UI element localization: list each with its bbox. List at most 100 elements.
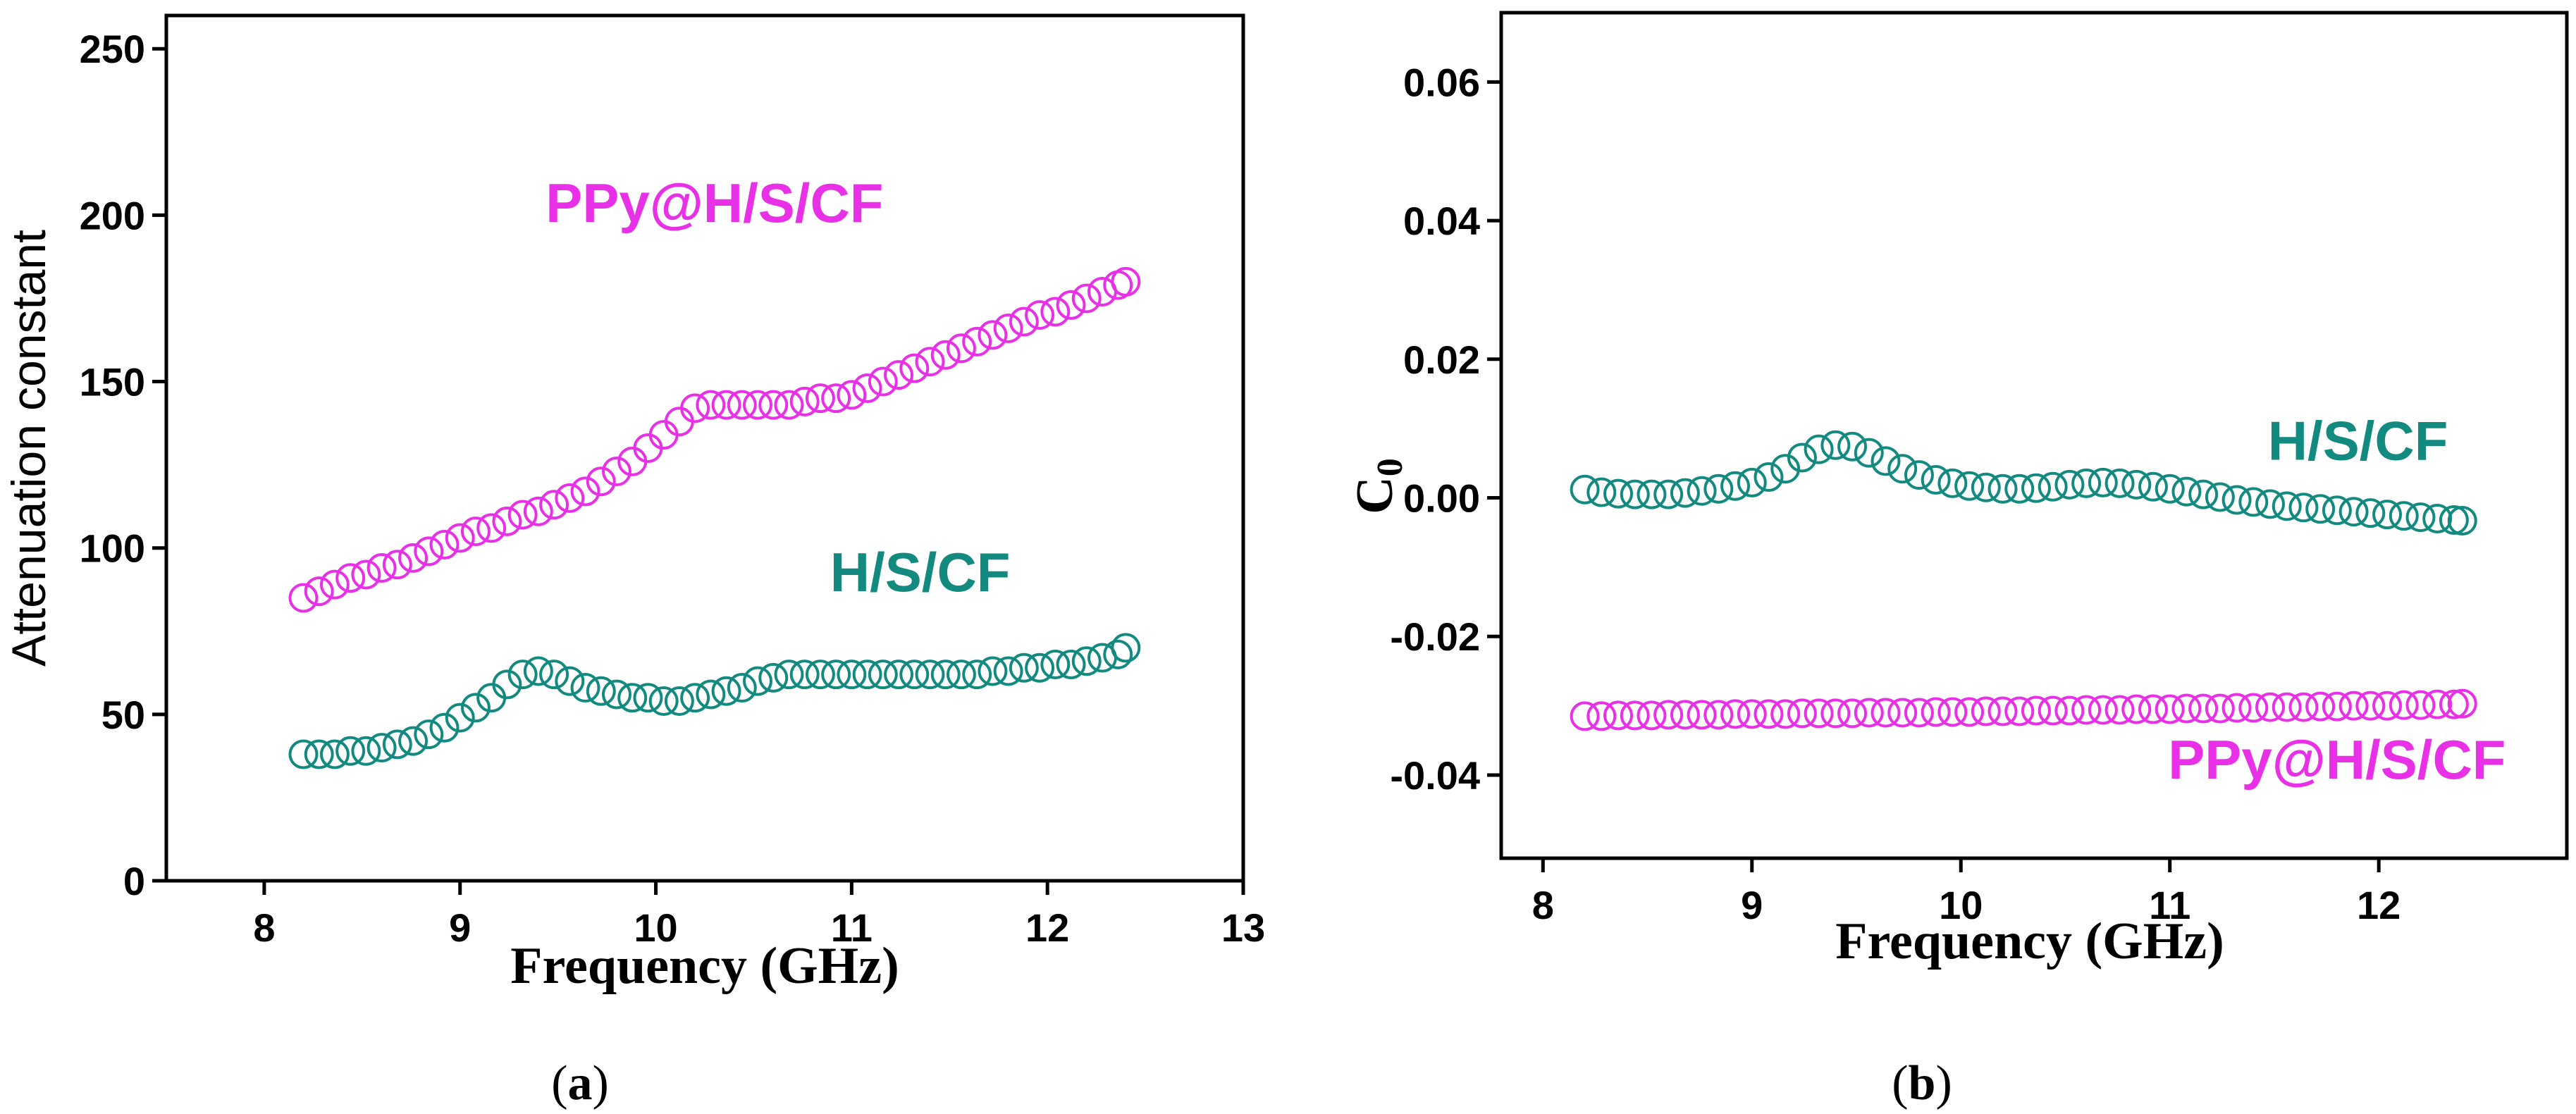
panel-a-series-label-hscf: H/S/CF: [830, 541, 1011, 603]
panel-a-plot-frame: [164, 13, 1245, 883]
panel-b-label: (b): [1892, 1056, 1952, 1110]
panel-b-point-ppy: [2054, 695, 2085, 726]
panel-a-label-letter: a: [568, 1056, 593, 1110]
panel-a-point-ppy: [1025, 300, 1055, 330]
panel-b-y-tick-label: 0.02: [1403, 338, 1480, 382]
panel-b-point-hscf: [2338, 497, 2369, 527]
panel-a-point-hscf: [727, 673, 757, 703]
panel-a-point-ppy: [523, 496, 553, 526]
panel-a-point-ppy: [570, 476, 600, 507]
panel-a-point-hscf: [789, 660, 820, 690]
panel-a-point-hscf: [351, 736, 381, 766]
panel-a-point-ppy: [743, 390, 773, 420]
panel-b-point-hscf: [2322, 495, 2352, 526]
panel-a-y-tick-label: 50: [101, 693, 145, 737]
panel-b-annotations: H/S/CF PPy@H/S/CF: [2168, 409, 2506, 790]
panel-b-point-ppy: [2372, 691, 2403, 721]
panel-a-y-tick-label: 100: [80, 526, 145, 571]
panel-b-point-ppy: [2004, 696, 2035, 726]
panel-b-point-hscf: [1637, 479, 1667, 509]
panel-a-point-ppy: [319, 569, 350, 600]
panel-a-point-hscf: [743, 666, 773, 696]
panel-b-point-ppy: [1854, 698, 1884, 728]
panel-a-point-ppy: [335, 563, 366, 593]
panel-a-point-hscf: [711, 676, 741, 706]
panel-a-point-hscf: [539, 660, 569, 690]
panel-b-point-hscf: [1620, 479, 1650, 509]
panel-b-point-hscf: [2255, 489, 2286, 519]
panel-a-point-ppy: [507, 500, 538, 530]
panel-b-ticks: 8 9 10 11 12 -0.04 -0.02 0.00 0.02 0.04 0.06: [1390, 60, 2401, 927]
panel-a-point-ppy: [962, 326, 992, 357]
panel-b-x-tick-label: 9: [1741, 883, 1763, 927]
panel-a-point-hscf: [1025, 652, 1055, 683]
panel-b-x-tick-label: 10: [1939, 883, 1983, 927]
panel-b-plot-frame: [1499, 11, 2569, 860]
panel-a-point-hscf: [366, 733, 397, 763]
panel-a-y-tick-label: 150: [80, 360, 145, 404]
panel-a-point-ppy: [414, 536, 444, 567]
panel-b-point-ppy: [1954, 697, 1985, 727]
panel-b-point-hscf: [2272, 491, 2302, 521]
panel-a-point-ppy: [946, 333, 976, 364]
panel-a-point-hscf: [852, 660, 882, 690]
panel-b-point-hscf: [2305, 494, 2336, 524]
panel-b-point-ppy: [2121, 694, 2152, 724]
panel-b-point-hscf: [2188, 479, 2219, 509]
panel-b-point-hscf: [1653, 479, 1684, 509]
panel-b-point-hscf: [1871, 446, 1901, 476]
panel-b-point-ppy: [2288, 692, 2319, 722]
panel-b-y-tick-label: 0.00: [1403, 476, 1480, 521]
panel-b-point-hscf: [2372, 500, 2403, 530]
panel-a-point-hscf: [648, 686, 679, 716]
panel-a-point-hscf: [930, 660, 961, 690]
panel-b-point-ppy: [2071, 695, 2102, 725]
panel-a-point-hscf: [1103, 639, 1133, 669]
panel-a-point-ppy: [351, 559, 381, 590]
panel-a-point-ppy: [366, 553, 397, 583]
panel-a-point-hscf: [1040, 650, 1071, 679]
panel-b-point-ppy: [1754, 699, 1784, 729]
panel-a-point-hscf: [946, 660, 976, 690]
panel-b-point-hscf: [1954, 471, 1985, 501]
panel-b-point-ppy: [1937, 697, 1968, 727]
panel-b-point-ppy: [2355, 691, 2386, 721]
panel-b-ylabel-main: C: [1346, 476, 1404, 514]
panel-b-x-tick-label: 8: [1532, 883, 1554, 927]
panel-b-point-ppy: [1971, 696, 2001, 726]
panel-b-point-hscf: [2054, 469, 2085, 500]
panel-b-point-hscf: [2138, 471, 2168, 502]
panel-a-point-ppy: [696, 390, 726, 420]
panel-b-point-hscf: [2439, 505, 2469, 535]
panel-b-point-ppy: [2439, 689, 2469, 719]
panel-a-point-ppy: [852, 373, 882, 403]
panel-a-point-ppy: [868, 366, 898, 397]
panel-a-point-ppy: [555, 483, 585, 513]
panel-b-point-hscf: [2205, 482, 2235, 512]
panel-a-y-tick-label: 250: [80, 27, 145, 71]
panel-a-point-hscf: [805, 660, 835, 690]
panel-a-point-ppy: [1111, 266, 1141, 297]
panel-b-point-hscf: [1854, 438, 1884, 468]
panel-a-point-hscf: [915, 660, 945, 690]
panel-b-point-hscf: [1988, 474, 2018, 504]
panel-b-point-hscf: [1586, 477, 1617, 507]
panel-b-series-label-ppy: PPy@H/S/CF: [2168, 729, 2506, 791]
panel-a-point-hscf: [664, 686, 694, 716]
panel-a-x-tick-label: 8: [253, 905, 275, 950]
panel-a-point-hscf: [993, 656, 1023, 686]
panel-b-point-ppy: [2088, 695, 2118, 725]
panel-a-label: (a): [551, 1056, 609, 1110]
panel-a-point-ppy: [539, 490, 569, 520]
panel-b-point-ppy: [1871, 698, 1901, 728]
panel-a-point-hscf: [633, 683, 663, 713]
panel-a-point-ppy: [978, 320, 1008, 350]
panel-b-point-hscf: [1887, 454, 1918, 484]
panel-b-chart: 8 9 10 11 12 -0.04 -0.02 0.00 0.02 0.04 0.06 H/S/C…: [1346, 11, 2569, 1110]
panel-b-point-ppy: [2422, 689, 2453, 719]
panel-a-point-ppy: [445, 523, 475, 553]
panel-b-point-ppy: [1737, 699, 1767, 729]
panel-a-point-hscf: [460, 693, 491, 723]
panel-b-point-hscf: [2121, 469, 2152, 500]
panel-b-point-ppy: [2155, 694, 2185, 724]
